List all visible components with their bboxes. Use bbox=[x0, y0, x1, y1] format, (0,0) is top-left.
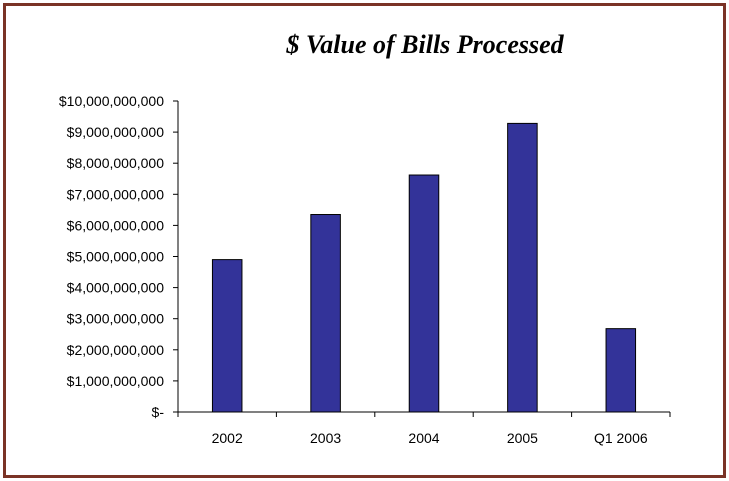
y-tick-label: $8,000,000,000 bbox=[67, 155, 165, 171]
y-tick-label: $6,000,000,000 bbox=[67, 217, 165, 233]
bar bbox=[310, 214, 341, 413]
bar bbox=[507, 122, 538, 413]
bar bbox=[408, 174, 440, 413]
y-tick-label: $5,000,000,000 bbox=[67, 249, 165, 265]
y-tick-label: $10,000,000,000 bbox=[59, 93, 164, 109]
x-tick-label: 2003 bbox=[310, 430, 341, 446]
x-tick-label: 2004 bbox=[408, 430, 439, 446]
x-tick-label: 2002 bbox=[212, 430, 243, 446]
y-tick-label: $9,000,000,000 bbox=[67, 124, 165, 140]
y-axis: $- $1,000,000,000 $2,000,000,000 $3,000,000… bbox=[59, 93, 179, 420]
x-tick-label: 2005 bbox=[507, 430, 538, 446]
y-tick-label: $1,000,000,000 bbox=[67, 373, 165, 389]
y-tick-label: $7,000,000,000 bbox=[67, 186, 165, 202]
x-tick-label: Q1 2006 bbox=[594, 430, 648, 446]
y-tick-label: $3,000,000,000 bbox=[67, 311, 165, 327]
y-tick-label: $4,000,000,000 bbox=[67, 280, 165, 296]
x-axis: 2002 2003 2004 2005 Q1 2006 bbox=[177, 411, 671, 446]
bar bbox=[211, 259, 243, 413]
chart-title: $ Value of Bills Processed bbox=[286, 30, 564, 59]
bars bbox=[211, 122, 637, 413]
y-tick-label: $2,000,000,000 bbox=[67, 342, 165, 358]
bar bbox=[605, 328, 637, 413]
y-tick-label: $- bbox=[152, 404, 165, 420]
chart-frame bbox=[3, 3, 726, 478]
